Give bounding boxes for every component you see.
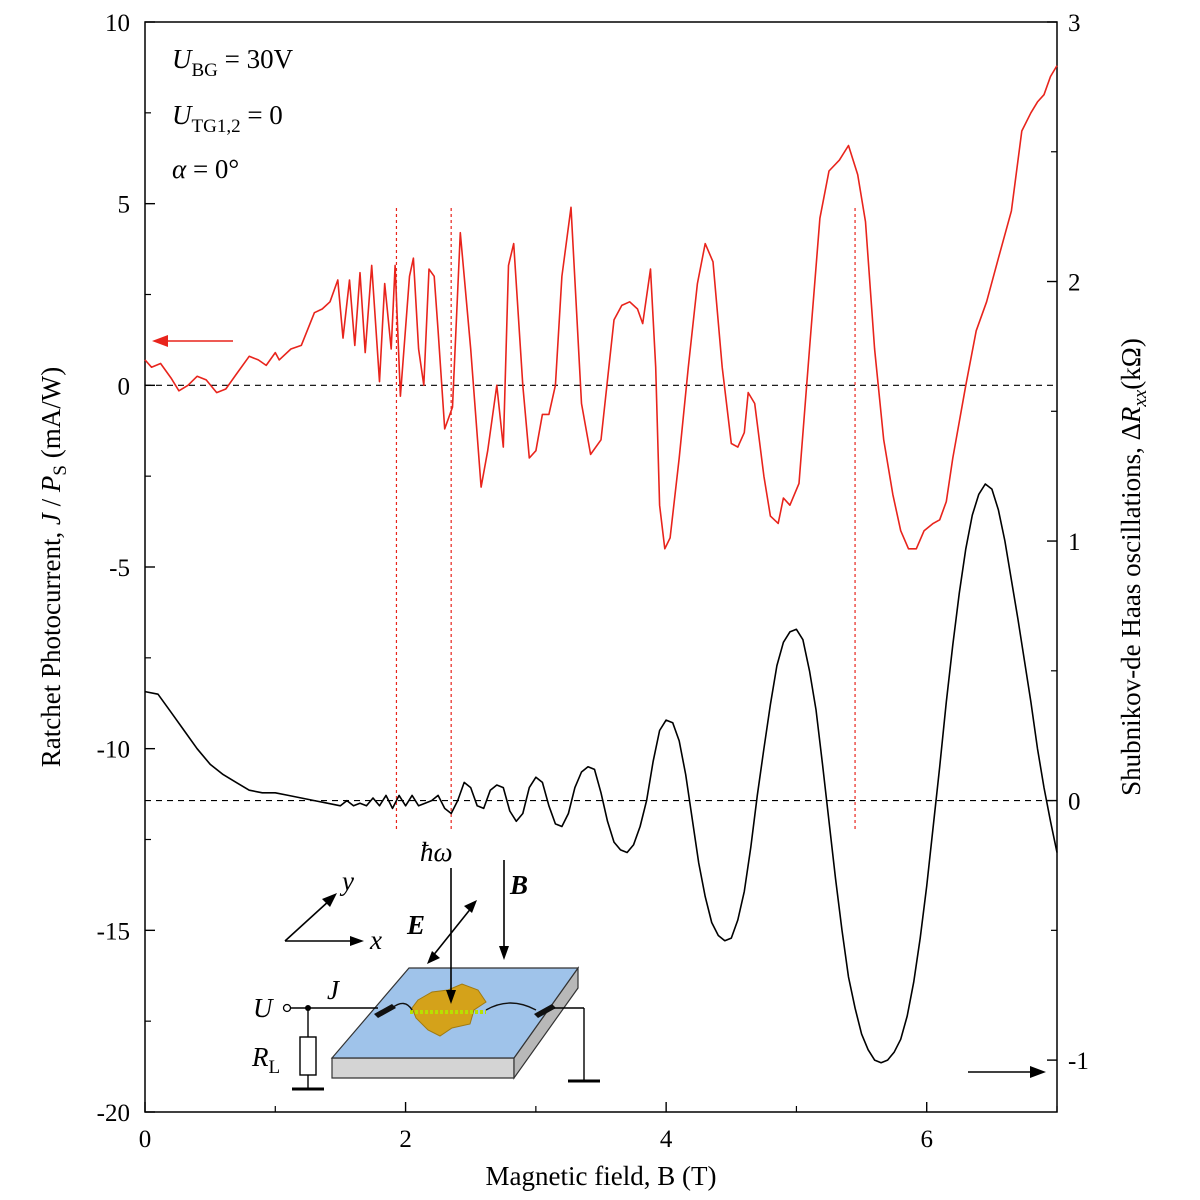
inset-y-axis xyxy=(284,899,331,942)
annotation-ubg: UBG = 30V xyxy=(172,44,294,81)
inset-label-U: U xyxy=(253,993,274,1023)
inset-contact-left xyxy=(374,1004,396,1018)
x-tick-label: 2 xyxy=(399,1126,412,1153)
y-left-tick-label: -20 xyxy=(97,1100,130,1127)
y-right-label-unit: (kΩ) xyxy=(1116,338,1146,390)
right-axis-arrow xyxy=(968,1066,1046,1078)
y-left-label-sub: S xyxy=(50,465,71,476)
inset-label-E: E xyxy=(406,910,425,940)
y-left-label-J: J xyxy=(36,511,66,525)
inset-wire-left xyxy=(391,1002,413,1011)
inset-beam-arrowhead xyxy=(446,990,456,1004)
inset-contact-right xyxy=(534,1004,556,1018)
inset-label-R-sub: L xyxy=(269,1057,281,1078)
inset-label-J: J xyxy=(327,975,341,1005)
y-right-label-R: R xyxy=(1116,406,1146,424)
reference-lines xyxy=(145,384,1057,802)
y-axis-label-right: Shubnikov-de Haas oscillations, ΔRxx(kΩ) xyxy=(1116,338,1151,796)
y-left-tick-label: -5 xyxy=(109,555,130,582)
guide-lines xyxy=(395,208,856,830)
y-right-tick-label: 2 xyxy=(1068,270,1081,297)
x-axis-label: Magnetic field, B (T) xyxy=(486,1161,717,1191)
y-right-tick-label: -1 xyxy=(1068,1048,1089,1075)
inset-wire-right xyxy=(485,1002,537,1011)
y-left-label-P: P xyxy=(36,476,66,494)
y-left-tick-label: 10 xyxy=(105,10,130,37)
inset-x-label: x xyxy=(369,925,382,955)
y-right-tick-label: 1 xyxy=(1068,529,1081,556)
y-left-label-unit: (mA/W) xyxy=(36,367,66,465)
annotation-utg: UTG1,2 = 0 xyxy=(172,100,283,137)
series-line-left xyxy=(144,65,1058,550)
inset-e-arrowhead-up xyxy=(464,900,477,913)
inset-label-hw: ħω xyxy=(420,837,453,867)
annotation-alpha: α = 0° xyxy=(172,154,239,184)
x-tick-label: 0 xyxy=(139,1126,152,1153)
y-left-tick-label: -10 xyxy=(97,737,130,764)
y-left-tick-label: 5 xyxy=(118,192,131,219)
y-left-tick-label: 0 xyxy=(118,373,131,400)
inset-b-arrowhead xyxy=(499,946,509,960)
series-line-right xyxy=(144,483,1058,1064)
inset-resistor xyxy=(299,1036,317,1076)
inset-schematic: x y U J RL ħω B xyxy=(251,837,600,1091)
inset-y-label: y xyxy=(339,866,354,896)
inset-y-arrowhead xyxy=(322,893,337,907)
series-layer xyxy=(144,65,1058,1064)
y-right-tick-label: 3 xyxy=(1068,10,1081,37)
inset-e-arrowhead-down xyxy=(427,951,440,964)
plot-frame xyxy=(144,21,1058,1113)
inset-label-B: B xyxy=(509,870,528,900)
x-tick-label: 6 xyxy=(920,1126,933,1153)
inset-label-R: R xyxy=(251,1042,269,1072)
y-axis-label-left: Ratchet Photocurrent, J / PS (mA/W) xyxy=(36,367,71,767)
y-right-label-sub: xx xyxy=(1130,389,1151,407)
inset-x-arrowhead xyxy=(350,936,364,946)
inset-e-arrow xyxy=(431,906,473,958)
y-right-tick-label: 0 xyxy=(1068,789,1081,816)
x-tick-label: 4 xyxy=(660,1126,673,1153)
y-left-label-text: Ratchet Photocurrent, xyxy=(36,525,66,767)
inset-label-RL: RL xyxy=(251,1042,280,1078)
y-left-label-slash: / xyxy=(36,492,66,513)
inset-slab-side xyxy=(331,1057,515,1079)
left-axis-arrow xyxy=(152,335,233,347)
y-right-label-text: Shubnikov-de Haas oscillations, Δ xyxy=(1116,423,1146,796)
inset-terminal-U xyxy=(282,1003,292,1013)
y-left-tick-label: -15 xyxy=(97,918,130,945)
